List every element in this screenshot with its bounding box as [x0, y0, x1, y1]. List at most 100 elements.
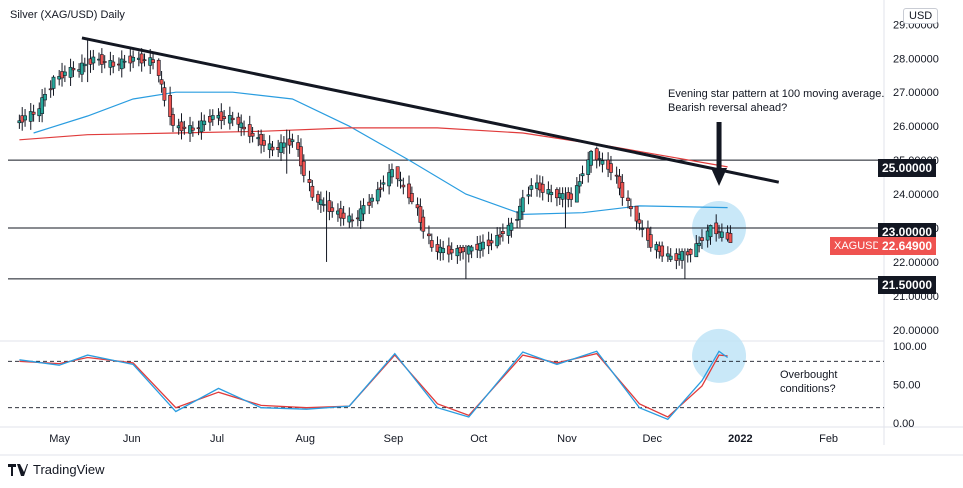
candle-body [301, 160, 306, 176]
candle-body [318, 199, 323, 205]
time-tick-label: Dec [642, 433, 662, 445]
tradingview-logo-icon [8, 463, 28, 476]
candle-body [159, 79, 164, 85]
candle-body [162, 87, 167, 101]
note-line: Evening star pattern at 100 moving avera… [668, 88, 885, 100]
arrow-head-icon [711, 168, 728, 186]
candle-body [634, 205, 639, 222]
candle-body [262, 140, 266, 146]
candle-body [728, 233, 733, 243]
candle-body [299, 146, 303, 167]
candle-body [23, 115, 27, 121]
candle-body [99, 54, 104, 65]
candle-body [236, 116, 241, 125]
candle-body [520, 197, 525, 213]
candle-body [614, 174, 619, 177]
candle-body [626, 197, 630, 201]
candle-body [307, 179, 312, 183]
candle-body [80, 62, 84, 75]
symbol-tag: XAGUSD [830, 237, 885, 255]
candle-body [71, 68, 76, 71]
candle-body [28, 111, 33, 122]
candle-body [259, 134, 264, 146]
candle-body [375, 189, 380, 202]
candle-body [549, 191, 554, 196]
time-tick-label: Oct [470, 433, 487, 445]
candle-body [267, 143, 272, 150]
price-tag-21-5: 21.50000 [878, 276, 937, 294]
candle-body [628, 205, 633, 210]
candle-body [51, 76, 56, 89]
candle-body [407, 183, 411, 199]
time-tick-label: Sep [384, 433, 404, 445]
candle-body [569, 193, 574, 200]
candle-body [281, 142, 286, 148]
candle-body [111, 61, 116, 67]
candle-body [449, 249, 454, 254]
candle-body [242, 126, 246, 130]
note-line: conditions? [780, 383, 836, 395]
candle-body [341, 212, 346, 219]
candle-body [358, 208, 363, 222]
candle-body [560, 193, 565, 200]
candle-body [310, 185, 315, 198]
candle-body [421, 216, 426, 232]
candle-body [580, 173, 585, 177]
currency-badge[interactable]: USD [903, 8, 939, 24]
candle-body [230, 117, 235, 121]
candle-body [190, 127, 195, 131]
price-tick-label: 20.00000 [893, 325, 939, 337]
time-tick-label: Aug [295, 433, 315, 445]
candle-body [270, 146, 275, 151]
candle-body [714, 222, 719, 235]
candle-body [381, 182, 386, 185]
time-tick-label: Feb [819, 433, 838, 445]
candle-body [68, 66, 73, 78]
overbought-note: Overbought conditions? [780, 368, 837, 396]
note-line: Bearish reversal ahead? [668, 102, 788, 114]
candle-body [102, 61, 107, 63]
candle-body [321, 204, 326, 206]
candle-body [409, 193, 414, 203]
candle-body [43, 94, 47, 101]
price-tag-23: 23.00000 [878, 223, 937, 241]
candle-body [515, 219, 520, 221]
candle-body [708, 225, 713, 238]
candle-body [680, 251, 684, 261]
candle-body [290, 139, 295, 142]
price-tick-label: 24.00000 [893, 189, 939, 201]
candle-body [219, 111, 224, 121]
moving-average-line [33, 91, 728, 216]
candle-body [398, 179, 403, 182]
price-tick-label: 27.00000 [893, 87, 939, 99]
candle-body [378, 187, 383, 190]
candle-body [119, 58, 124, 70]
candle-body [247, 124, 252, 137]
candle-body [498, 234, 502, 238]
candle-body [597, 158, 602, 160]
price-tag-25: 25.00000 [878, 159, 937, 177]
price-tick-label: 22.00000 [893, 257, 939, 269]
candle-body [82, 63, 87, 67]
candle-body [330, 207, 335, 212]
candle-body [427, 233, 431, 237]
candle-body [546, 189, 551, 195]
time-tick-label: Jun [123, 433, 141, 445]
candle-body [461, 246, 465, 253]
evening-star-note: Evening star pattern at 100 moving avera… [668, 87, 884, 115]
tradingview-logo[interactable]: TradingView [8, 462, 105, 477]
candle-body [202, 120, 207, 126]
last-price-tag: 22.64900 [878, 237, 937, 255]
candle-body [40, 97, 45, 114]
candle-body [296, 142, 301, 150]
price-tick-label: 26.00000 [893, 121, 939, 133]
time-tick-label: Jul [210, 433, 224, 445]
oscillator-tick-label: 0.00 [893, 418, 914, 430]
time-tick-label: May [49, 433, 70, 445]
candle-body [600, 160, 605, 165]
candle-body [139, 53, 144, 64]
candle-body [239, 122, 244, 128]
candle-body [31, 111, 36, 115]
candle-body [279, 142, 283, 153]
